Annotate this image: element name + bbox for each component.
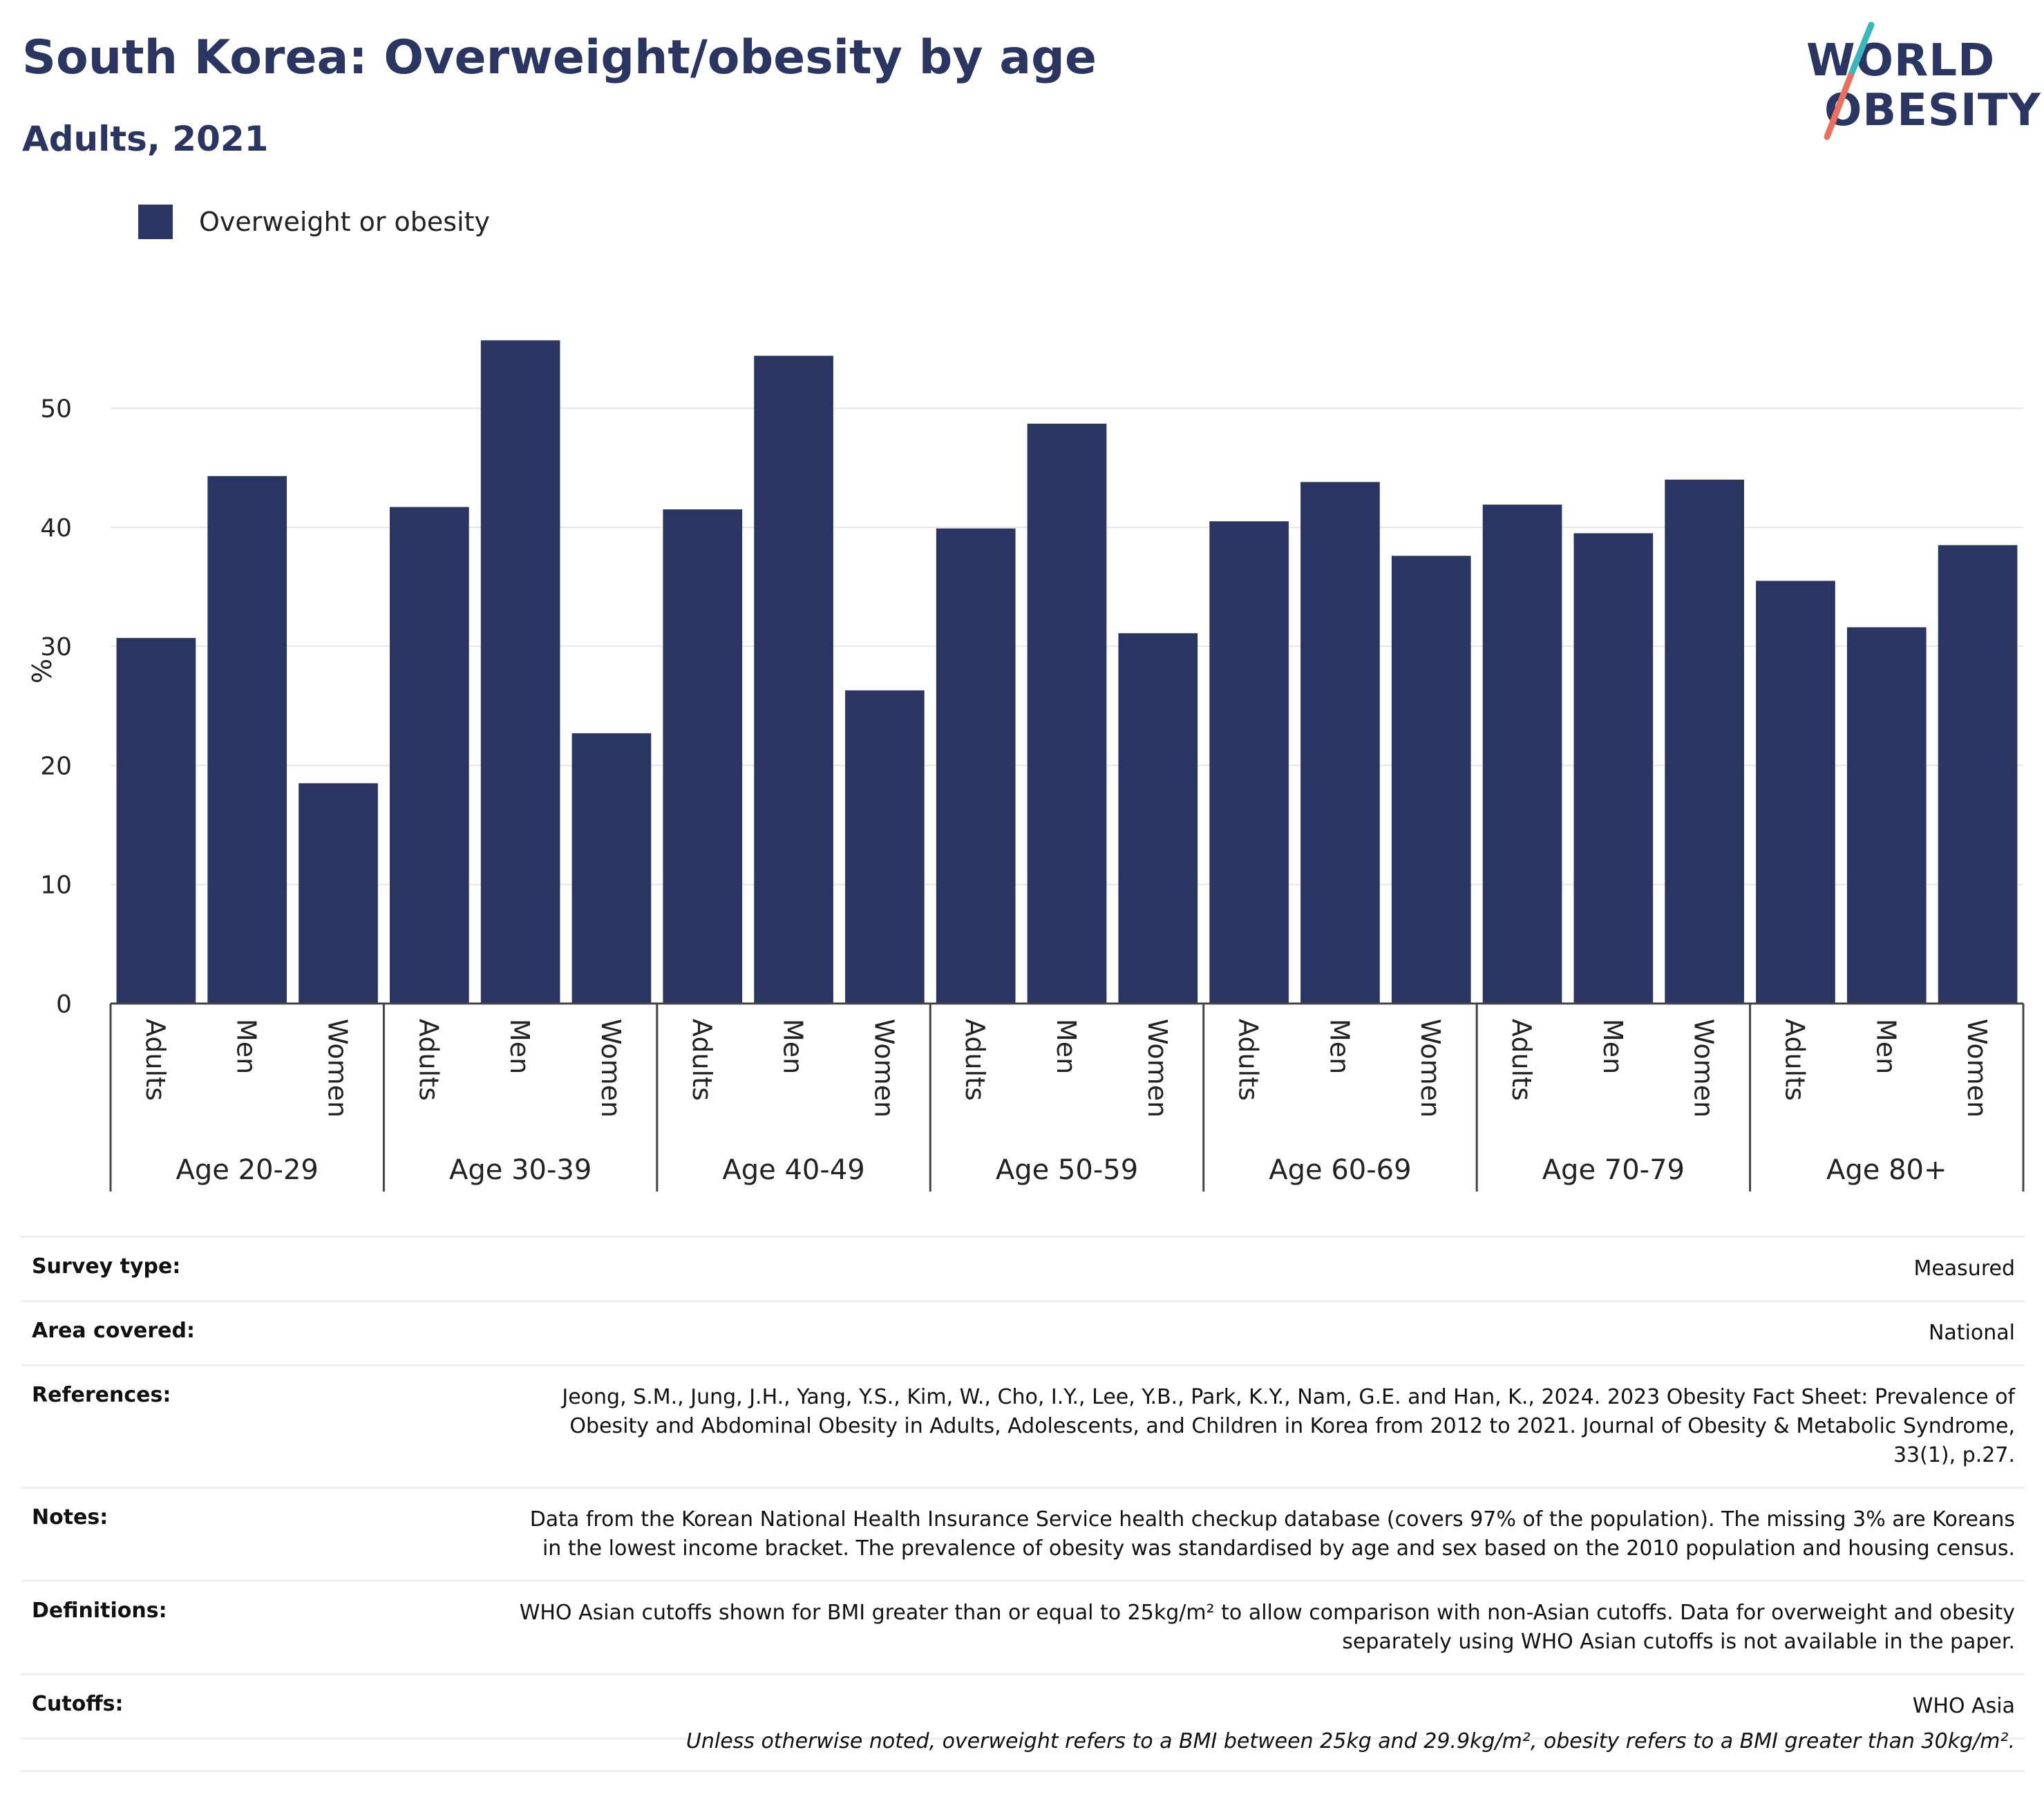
x-subcategory-label: Women (1142, 1019, 1173, 1118)
bar (1209, 521, 1289, 1004)
bar (1482, 505, 1562, 1004)
x-group-label: Age 30-39 (449, 1154, 592, 1186)
logo-word-obesity: OBESITY (1824, 85, 2041, 136)
logo-slash-icon (1824, 21, 1875, 140)
y-tick-label: 50 (40, 395, 72, 424)
bar (1846, 627, 1927, 1004)
bar (116, 638, 196, 1004)
x-subcategory-label: Adults (687, 1019, 717, 1101)
legend: Overweight or obesity (138, 205, 490, 239)
bar (1938, 545, 2018, 1004)
legend-swatch (138, 205, 173, 239)
x-subcategory-label: Men (778, 1019, 808, 1074)
bar (1118, 633, 1198, 1004)
y-tick-label: 0 (56, 990, 72, 1019)
x-subcategory-label: Women (1962, 1019, 1992, 1118)
bar (754, 355, 833, 1004)
meta-key: Area covered: (32, 1319, 195, 1343)
world-obesity-logo: WORLD OBESITY (1797, 19, 2041, 151)
meta-value: WHO Asian cutoffs shown for BMI greater … (519, 1601, 2015, 1654)
x-subcategory-label: Men (1324, 1019, 1354, 1074)
x-subcategory-label: Adults (1233, 1019, 1264, 1101)
x-subcategory-label: Adults (1506, 1019, 1537, 1101)
meta-value: Jeong, S.M., Jung, J.H., Yang, Y.S., Kim… (562, 1385, 2015, 1467)
bar (299, 783, 378, 1004)
meta-row: References: Jeong, S.M., Jung, J.H., Yang… (21, 1366, 2025, 1489)
bar (1756, 581, 1835, 1004)
logo-word-world: WORLD (1806, 35, 1996, 86)
x-group-label: Age 60-69 (1269, 1154, 1411, 1186)
legend-label: Overweight or obesity (199, 207, 491, 237)
x-subcategory-label: Men (504, 1019, 535, 1074)
chart-title: South Korea: Overweight/obesity by age (22, 30, 1097, 85)
meta-key: Definitions: (32, 1599, 167, 1623)
y-tick-label: 30 (40, 633, 72, 661)
bar (845, 690, 925, 1004)
x-subcategory-label: Men (1051, 1019, 1081, 1074)
meta-key: Survey type: (32, 1254, 181, 1279)
x-subcategory-label: Men (1871, 1019, 1901, 1074)
y-tick-label: 20 (40, 752, 72, 780)
x-subcategory-label: Adults (140, 1019, 171, 1101)
y-tick-label: 10 (40, 872, 72, 900)
y-tick-label: 40 (40, 514, 72, 543)
x-subcategory-label: Women (869, 1019, 899, 1118)
x-subcategory-label: Women (1689, 1019, 1719, 1118)
meta-key: Cutoffs: (32, 1692, 124, 1716)
meta-row: Survey type: Measured (21, 1236, 2025, 1302)
chart-subtitle: Adults, 2021 (22, 119, 269, 159)
x-subcategory-label: Adults (960, 1019, 990, 1101)
bar-chart: 0 10 20 30 40 50% Adults Men Women Age 20-29 Adult… (27, 340, 2025, 1192)
bar (571, 733, 652, 1004)
bar (480, 340, 560, 1004)
bar (936, 528, 1016, 1004)
footnote: Unless otherwise noted, overweight refer… (21, 1713, 2025, 1772)
x-subcategory-label: Men (1598, 1019, 1628, 1074)
x-group-label: Age 40-49 (722, 1154, 864, 1186)
bar (663, 509, 743, 1004)
meta-value: WHO Asia (1912, 1694, 2015, 1718)
bar (1027, 423, 1107, 1004)
y-axis-label: % (27, 659, 57, 684)
bar (1391, 556, 1471, 1004)
meta-row: Notes: Data from the Korean National Heal… (21, 1489, 2025, 1582)
meta-value: Data from the Korean National Health Ins… (529, 1507, 2015, 1561)
meta-value: National (1928, 1321, 2015, 1345)
x-group-label: Age 80+ (1826, 1154, 1947, 1186)
meta-key: Notes: (32, 1505, 108, 1529)
x-subcategory-label: Women (596, 1019, 626, 1118)
x-group-label: Age 70-79 (1542, 1154, 1685, 1186)
x-group-label: Age 50-59 (996, 1154, 1138, 1186)
meta-key: References: (32, 1383, 171, 1407)
metadata-table: Survey type: Measured Area covered: Nationa… (21, 1236, 2025, 1740)
meta-row: Area covered: National (21, 1302, 2025, 1366)
bar (1665, 479, 1745, 1004)
x-subcategory-label: Adults (1779, 1019, 1810, 1101)
x-subcategory-label: Adults (413, 1019, 444, 1101)
x-subcategory-label: Women (1415, 1019, 1446, 1118)
bar (207, 476, 287, 1004)
meta-value: Measured (1913, 1256, 2015, 1281)
x-group-label: Age 20-29 (176, 1154, 319, 1186)
x-subcategory-label: Women (323, 1019, 353, 1118)
bar (389, 507, 469, 1004)
x-subcategory-label: Men (231, 1019, 262, 1074)
bar (1300, 482, 1380, 1004)
bar (1573, 533, 1654, 1004)
meta-row: Cutoffs: WHO Asia (21, 1675, 2025, 1740)
meta-row: Definitions: WHO Asian cutoffs shown for … (21, 1582, 2025, 1675)
